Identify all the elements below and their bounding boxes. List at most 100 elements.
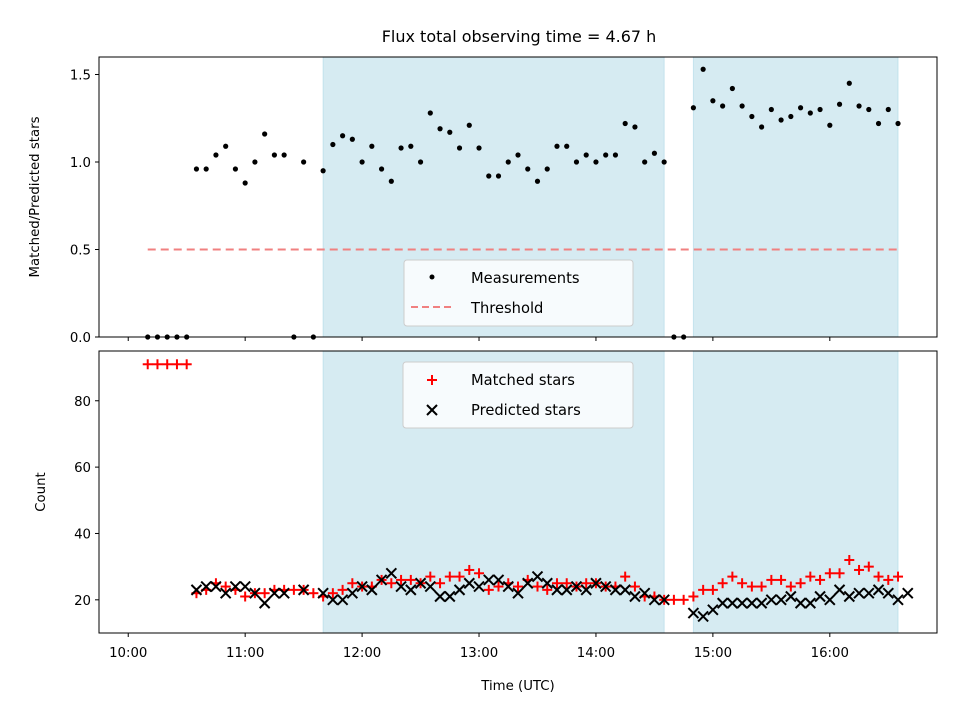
predicted-star-marker: [522, 577, 534, 589]
matched-star-marker: [220, 581, 231, 592]
predicted-star-marker: [278, 587, 290, 599]
matched-star-marker: [259, 588, 270, 599]
predicted-legend-marker: [426, 404, 438, 416]
matched-star-marker: [513, 581, 523, 592]
predicted-star-marker: [541, 577, 553, 589]
predicted-star-marker: [502, 580, 514, 593]
matched-star-marker: [834, 568, 845, 579]
measurement-point: [281, 152, 287, 158]
matched-star-marker: [883, 574, 894, 585]
matched-star-marker: [727, 571, 738, 582]
measurement-point: [427, 110, 433, 116]
matched-star-marker: [717, 578, 728, 589]
x-tick-label: 11:00: [226, 646, 264, 661]
predicted-star-marker: [317, 587, 329, 599]
measurement-point: [788, 113, 794, 120]
y-tick-label: 20: [74, 594, 91, 609]
predicted-star-marker: [599, 580, 612, 593]
measurement-point: [583, 152, 589, 158]
predicted-star-marker: [492, 574, 505, 586]
measurement-point: [534, 178, 541, 184]
y-tick-label: 60: [74, 461, 91, 476]
predicted-star-marker: [853, 587, 865, 599]
predicted-star-marker: [414, 577, 427, 589]
predicted-star-marker: [882, 587, 894, 599]
measurement-point: [661, 159, 667, 165]
matched-star-marker: [288, 584, 299, 595]
measurement-point: [573, 159, 580, 165]
measurement-point: [301, 159, 307, 165]
matched-star-marker: [347, 578, 358, 589]
x-tick-label: 13:00: [460, 646, 498, 661]
predicted-star-marker: [444, 590, 456, 603]
x-tick-label: 10:00: [109, 646, 147, 661]
measurement-point: [495, 173, 502, 179]
predicted-star-marker: [619, 584, 631, 596]
matched-star-marker: [337, 584, 348, 595]
matched-star-marker: [152, 359, 163, 370]
matched-star-marker: [493, 581, 504, 592]
bottom-legend-frame: [402, 361, 634, 429]
matched-star-marker: [668, 594, 679, 605]
predicted-star-marker: [239, 580, 251, 593]
predicted-star-marker: [590, 577, 602, 589]
matched-star-marker: [444, 571, 455, 582]
x-axis-label: Time (UTC): [480, 679, 555, 694]
predicted-star-marker: [424, 580, 437, 593]
predicted-star-marker: [765, 594, 778, 606]
predicted-star-marker: [210, 580, 222, 593]
measurements-legend-label: Measurements: [471, 270, 580, 287]
measurement-point: [700, 66, 706, 72]
predicted-star-marker: [463, 577, 475, 589]
top-y-axis-label: Matched/Predicted stars: [28, 116, 43, 277]
predicted-star-marker: [356, 580, 368, 593]
matched-star-marker: [688, 591, 699, 602]
measurement-point: [349, 136, 355, 142]
measurement-point: [544, 166, 550, 172]
predicted-star-marker: [473, 580, 485, 593]
predicted-star-marker: [804, 597, 817, 609]
measurement-point: [505, 159, 511, 165]
measurement-point: [885, 106, 891, 113]
measurement-point: [203, 166, 209, 172]
top-legend-frame: [403, 259, 634, 327]
matched-star-marker: [454, 571, 465, 582]
matched-star-marker: [746, 581, 757, 592]
measurement-point: [262, 131, 268, 137]
predicted-star-marker: [629, 590, 641, 603]
predicted-star-marker: [258, 597, 271, 609]
predicted-star-marker: [336, 594, 349, 606]
predicted-star-marker: [755, 597, 768, 609]
measurement-point: [232, 166, 239, 172]
y-tick-label: 0.5: [70, 244, 91, 259]
measurement-point: [466, 122, 472, 128]
predicted-star-marker: [746, 597, 758, 609]
predicted-star-marker: [648, 594, 661, 606]
measurement-point: [525, 166, 531, 172]
matched-star-marker: [551, 578, 562, 589]
measurement-point: [417, 159, 424, 165]
predicted-star-marker: [785, 590, 797, 603]
measurement-point: [612, 152, 619, 158]
top-axes-frame: [98, 56, 938, 338]
predicted-star-marker: [375, 574, 388, 586]
predicted-star-marker: [453, 584, 466, 596]
predicted-star-marker: [249, 587, 261, 599]
measurement-point: [642, 159, 648, 165]
shaded-interval: [692, 56, 899, 338]
matched-star-marker: [873, 571, 884, 582]
predicted-star-marker: [697, 610, 709, 623]
measurement-point: [632, 124, 638, 130]
measurement-point: [603, 152, 609, 158]
matched-star-marker: [678, 594, 689, 605]
matched-star-marker: [581, 578, 592, 589]
matched-star-marker: [776, 574, 787, 585]
predicted-star-marker: [833, 584, 846, 596]
matched-star-marker: [620, 571, 631, 582]
matched-star-marker: [844, 555, 855, 566]
matched-star-marker: [386, 578, 397, 589]
matched-star-marker: [863, 561, 874, 572]
measurement-point: [778, 117, 784, 123]
chart-title: Flux total observing time = 4.67 h: [382, 27, 657, 46]
